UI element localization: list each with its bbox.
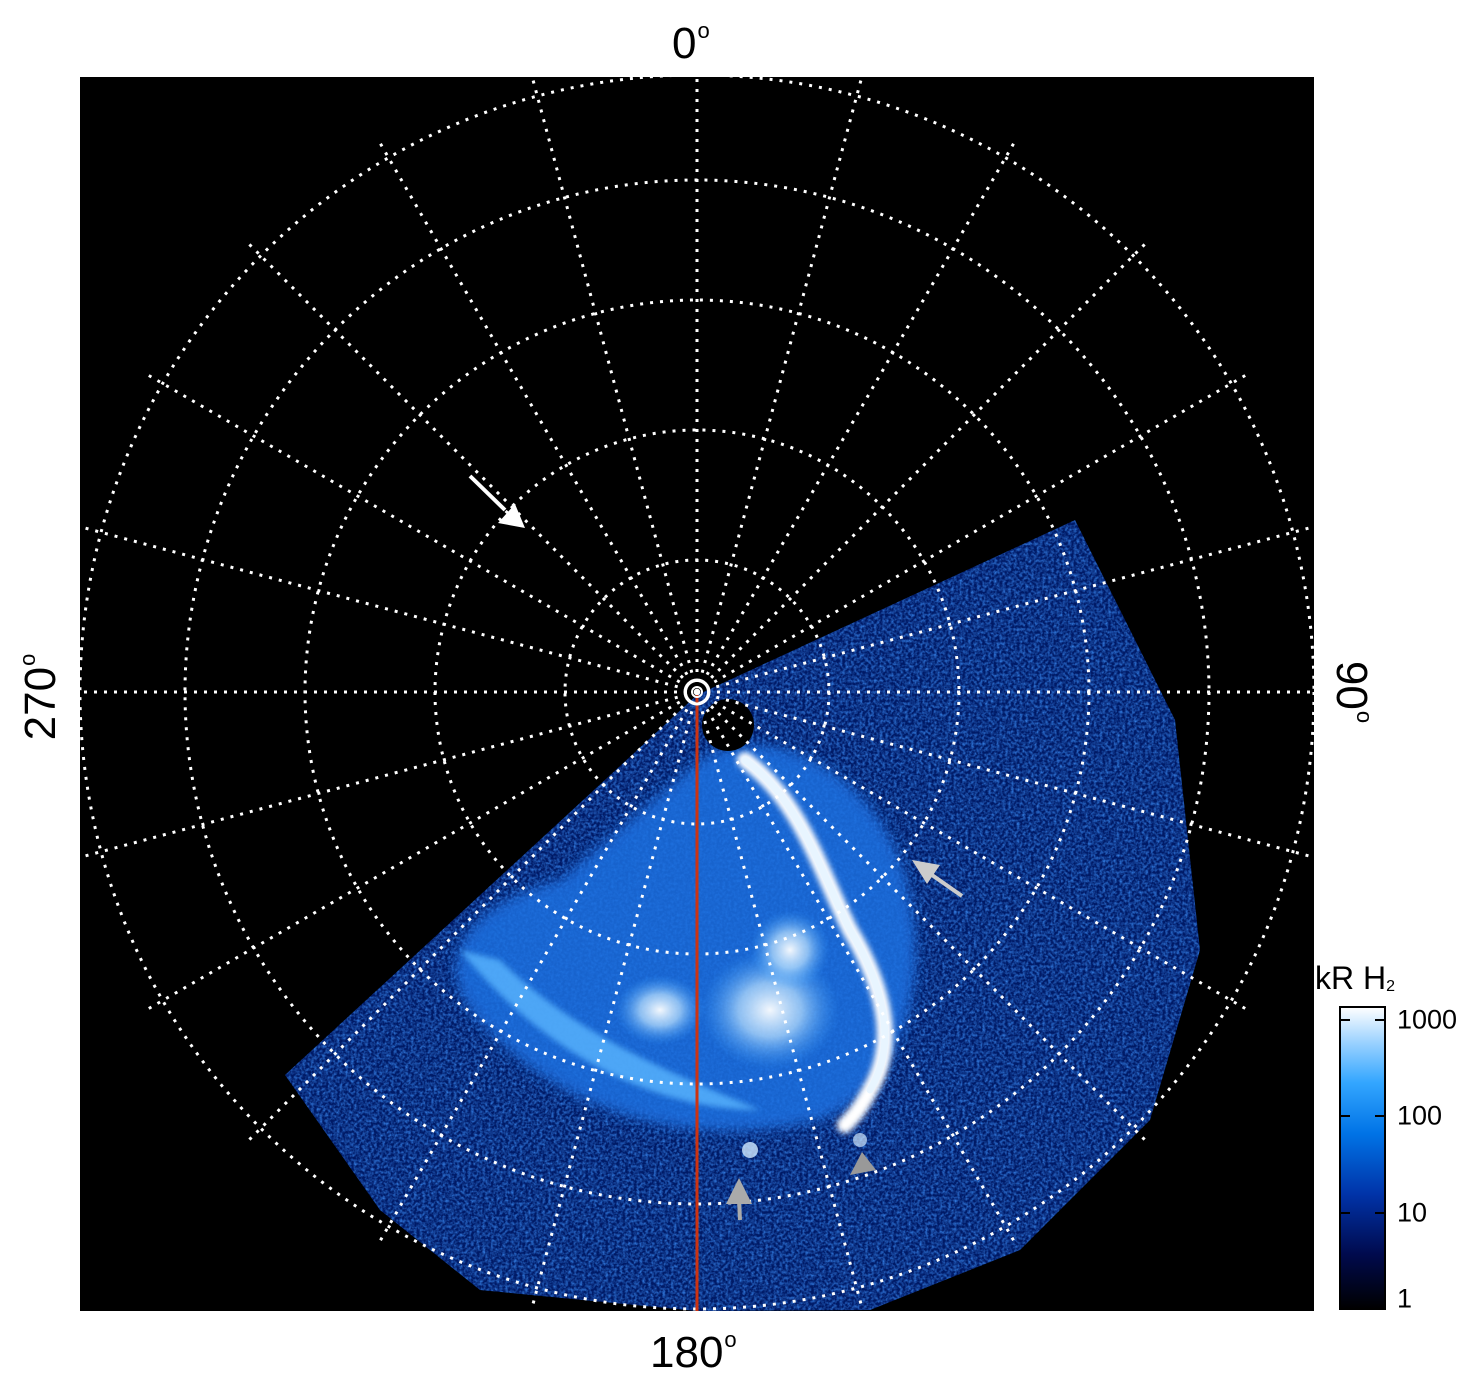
colorbar <box>1339 1006 1386 1310</box>
label-lon-90: 90o <box>1327 660 1377 724</box>
grid-meridian <box>696 525 1314 694</box>
colorbar-tick-label: 100 <box>1397 1100 1443 1131</box>
arrowhead-gray <box>850 1152 876 1175</box>
colorbar-tick-label: 1 <box>1397 1283 1413 1314</box>
arrow-gray-right <box>912 860 964 898</box>
grid-meridian <box>529 691 699 1311</box>
pole-ring-outer <box>683 678 711 706</box>
colorbar-ticks <box>1340 1019 1385 1214</box>
pole-notch <box>702 699 754 751</box>
grid-meridian <box>141 690 698 1014</box>
grid-meridian <box>375 691 699 1248</box>
label-lon-0: 0o <box>672 18 710 68</box>
lat-lon-grid <box>80 77 1314 1311</box>
colorbar-tick-label: 1000 <box>1397 1004 1458 1035</box>
grid-meridian <box>695 238 1151 694</box>
grid-meridian <box>243 238 699 694</box>
grid-meridian <box>695 691 865 1311</box>
grid-meridian <box>141 370 698 694</box>
grid-meridian <box>696 370 1253 694</box>
colorbar-title: kR H2 <box>1315 960 1396 996</box>
arrow-gray-bottom <box>726 1178 752 1221</box>
grid-meridian <box>695 77 864 693</box>
grid-meridian <box>696 690 1314 859</box>
pole-ring-inner <box>691 686 703 698</box>
grid-meridian <box>695 691 1019 1248</box>
grid-meridian <box>696 690 1253 1014</box>
colorbar-tick-label: 10 <box>1397 1197 1428 1228</box>
grid-meridian <box>695 136 1019 693</box>
label-lon-270: 270o <box>15 653 65 741</box>
arrow-white <box>468 474 525 528</box>
grid-meridian <box>530 77 699 693</box>
grid-meridian <box>695 690 1151 1146</box>
grid-meridian <box>375 136 699 693</box>
grid-meridian <box>243 690 699 1146</box>
grid-meridian <box>80 690 698 859</box>
label-lon-180: 180o <box>650 1327 737 1377</box>
grid-meridian <box>80 525 698 694</box>
